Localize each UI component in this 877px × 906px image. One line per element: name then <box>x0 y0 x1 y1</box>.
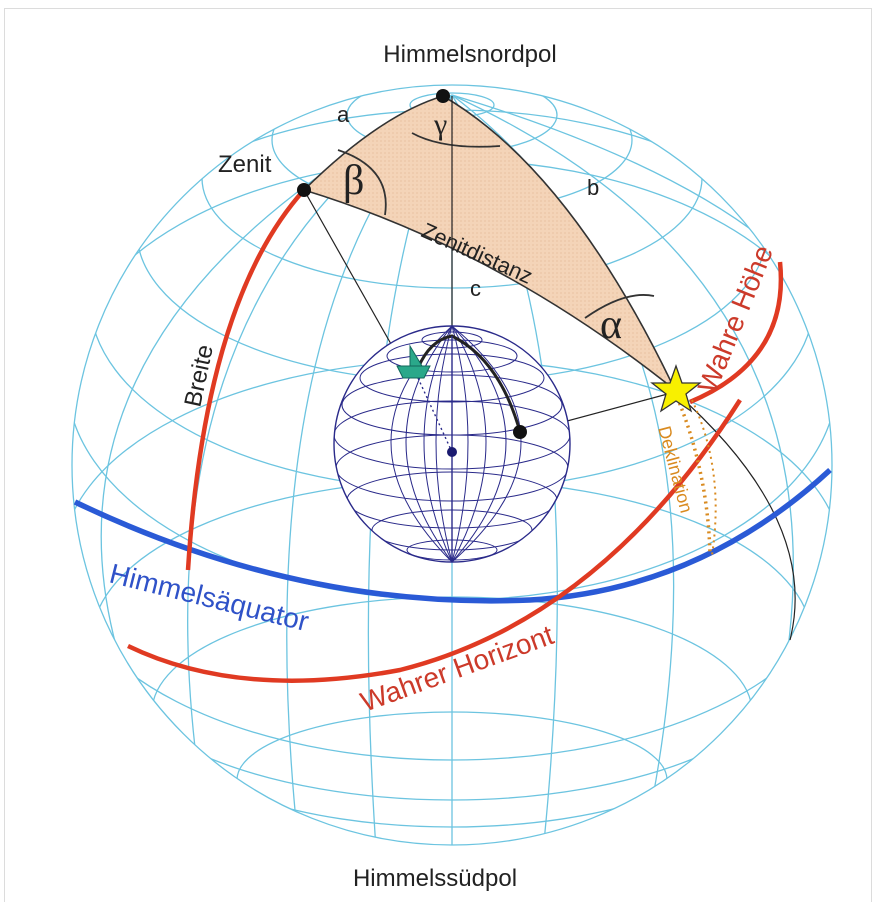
zenith-label: Zenit <box>218 151 272 178</box>
celestial-equator-label: Himmelsäquator <box>107 558 312 637</box>
true-horizon-label: Wahrer Horizont <box>356 619 557 718</box>
side-a-label: a <box>337 102 350 127</box>
earth-center-point <box>447 447 457 457</box>
star-icon <box>650 364 702 413</box>
celestial-equator-line <box>73 467 832 604</box>
gamma-arc <box>411 132 501 148</box>
beta-arc <box>337 149 387 216</box>
zenith-point <box>297 183 311 197</box>
declination-line-2 <box>691 399 717 556</box>
side-c-label: c <box>470 276 481 301</box>
gamma-label: γ <box>433 108 447 141</box>
alpha-arc <box>584 294 655 319</box>
beta-label: β <box>343 158 364 204</box>
true-altitude-arc <box>689 261 784 405</box>
ship-icon <box>396 344 431 379</box>
true-horizon-line <box>127 398 742 683</box>
north-pole-point <box>436 89 450 103</box>
alpha-label: α <box>600 302 622 348</box>
spherical-triangle <box>302 95 676 391</box>
latitude-label: Breite <box>179 342 218 409</box>
latitude-arc <box>185 188 306 571</box>
earth-star-point <box>513 425 527 439</box>
south-pole-label: Himmelssüdpol <box>353 865 517 892</box>
declination-line <box>673 391 712 556</box>
north-pole-label: Himmelsnordpol <box>383 41 556 68</box>
earth-globe <box>333 325 571 563</box>
figure-frame <box>4 8 872 902</box>
side-b-label: b <box>587 175 599 200</box>
